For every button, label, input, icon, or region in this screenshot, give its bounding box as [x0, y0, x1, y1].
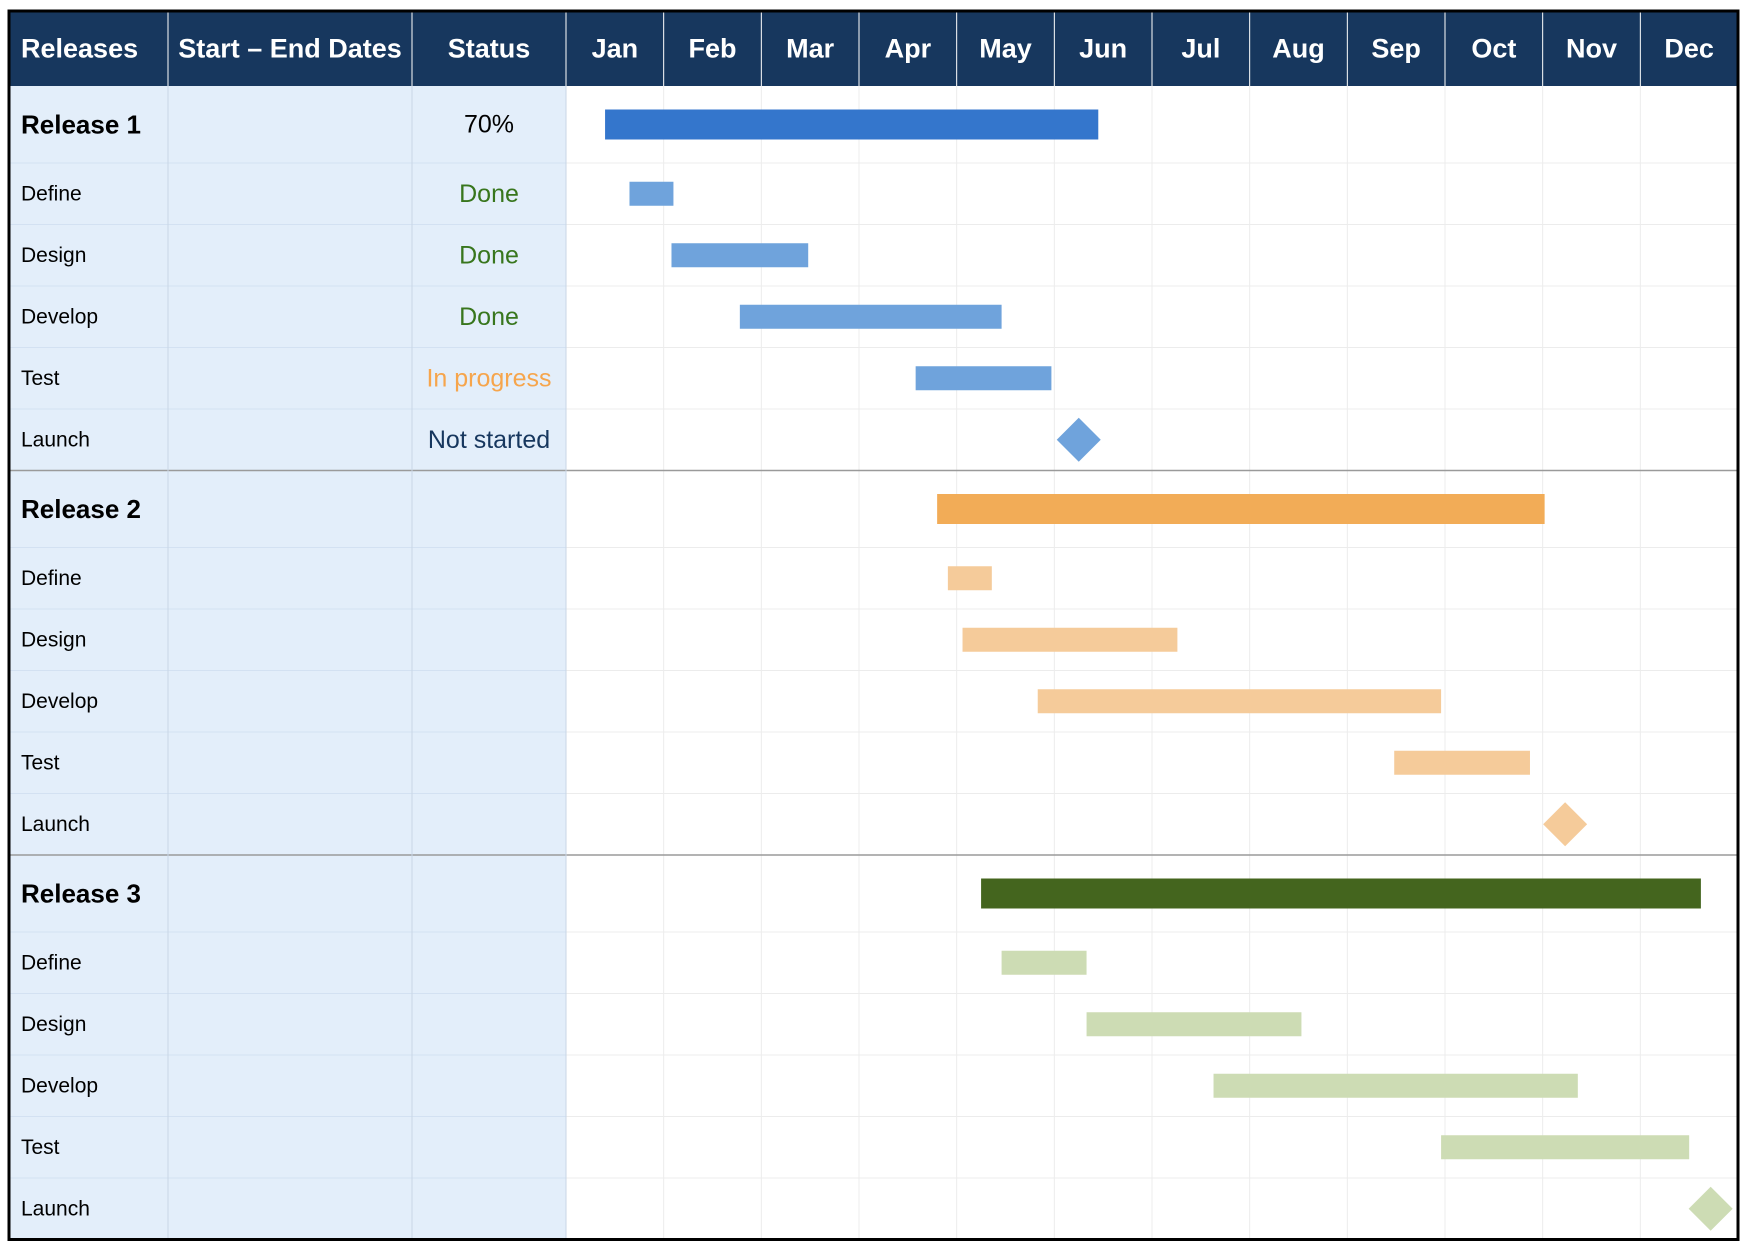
task-status: In progress	[426, 364, 551, 392]
month-label: Nov	[1566, 34, 1617, 64]
release-name: Release 1	[21, 110, 141, 140]
month-label: Jun	[1079, 34, 1127, 64]
task-name: Design	[21, 628, 86, 651]
task-name: Launch	[21, 1197, 90, 1220]
release-name: Release 2	[21, 494, 141, 524]
task-name: Define	[21, 567, 82, 590]
milestone-diamond	[1056, 417, 1101, 462]
month-label: Jan	[592, 34, 639, 64]
task-name: Define	[21, 951, 82, 974]
release-summary-bar	[937, 494, 1545, 524]
task-name: Test	[21, 751, 60, 774]
task-name: Define	[21, 182, 82, 205]
month-label: Apr	[885, 34, 932, 64]
task-name: Design	[21, 244, 86, 267]
task-name: Design	[21, 1013, 86, 1036]
task-name: Test	[21, 367, 60, 390]
header-row	[9, 11, 1738, 86]
task-bar	[1037, 689, 1442, 714]
task-bar	[1086, 1012, 1302, 1037]
month-label: May	[979, 34, 1032, 64]
month-label: Aug	[1272, 34, 1324, 64]
task-name: Develop	[21, 305, 98, 328]
task-name: Test	[21, 1136, 60, 1159]
task-status: Not started	[428, 426, 550, 454]
task-bar	[915, 366, 1052, 391]
task-bar	[947, 566, 992, 591]
month-label: Mar	[786, 34, 835, 64]
month-label: Dec	[1664, 34, 1714, 64]
release-name: Release 3	[21, 879, 141, 909]
task-status: Done	[459, 241, 519, 269]
milestone-diamond	[1543, 802, 1588, 847]
task-bar	[1001, 950, 1087, 975]
task-name: Launch	[21, 813, 90, 836]
task-name: Launch	[21, 428, 90, 451]
month-label: Jul	[1181, 34, 1220, 64]
task-name: Develop	[21, 1074, 98, 1097]
header-dates: Start – End Dates	[178, 34, 402, 64]
milestone-diamond	[1688, 1186, 1733, 1231]
month-label: Feb	[688, 34, 736, 64]
task-bar	[629, 181, 674, 206]
header-releases: Releases	[21, 34, 138, 64]
month-label: Oct	[1471, 34, 1516, 64]
header-status: Status	[448, 34, 531, 64]
task-bar	[1213, 1073, 1578, 1098]
release-summary-bar	[981, 878, 1701, 909]
left-panel-background	[9, 86, 566, 1240]
task-bar	[671, 243, 809, 268]
task-bar	[962, 627, 1178, 652]
task-bar	[1394, 750, 1530, 775]
task-bar	[1441, 1135, 1690, 1160]
release-summary-bar	[605, 109, 1099, 140]
chart-border	[7, 9, 1740, 1241]
month-label: Sep	[1371, 34, 1421, 64]
task-status: Done	[459, 180, 519, 208]
task-name: Develop	[21, 690, 98, 713]
task-status: Done	[459, 303, 519, 331]
task-bar	[739, 304, 1002, 329]
release-progress: 70%	[464, 111, 514, 139]
